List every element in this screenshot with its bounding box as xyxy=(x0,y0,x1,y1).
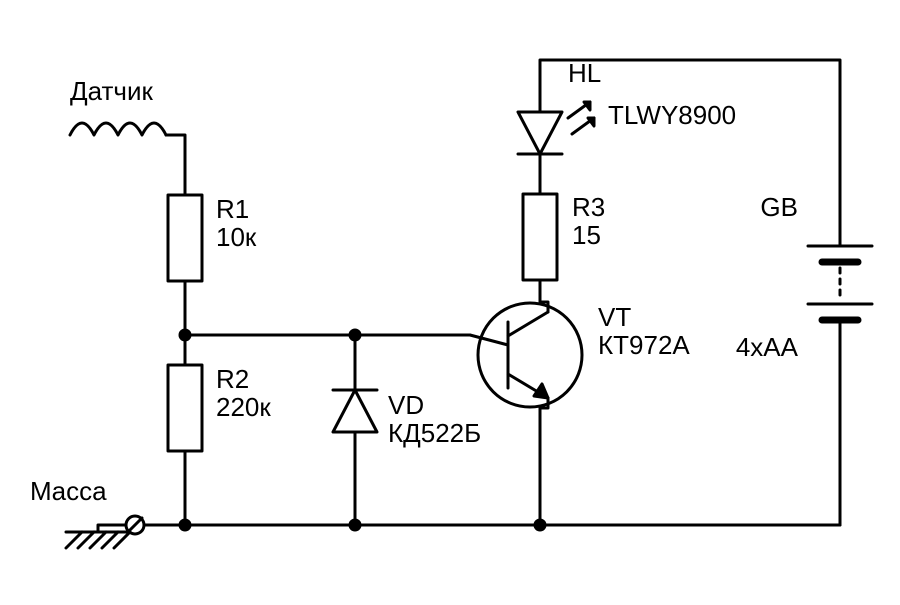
ground-hatch xyxy=(66,532,130,548)
sensor-coil xyxy=(70,123,166,135)
vd-triangle xyxy=(333,390,377,432)
wire-coil-to-r1 xyxy=(166,135,185,195)
label-gb-ref: GB xyxy=(760,192,798,222)
label-r2-val: 220к xyxy=(216,392,271,422)
component-r3 xyxy=(523,194,557,280)
label-gb-val: 4xAA xyxy=(736,332,799,362)
label-r1-ref: R1 xyxy=(216,194,249,224)
vt-envelope xyxy=(478,303,582,407)
label-vd-ref: VD xyxy=(388,390,424,420)
label-hl-ref: HL xyxy=(568,58,601,88)
label-r2-ref: R2 xyxy=(216,364,249,394)
label-sensor: Датчик xyxy=(70,76,153,106)
component-r1 xyxy=(168,195,202,281)
node-vt-e xyxy=(535,520,545,530)
label-r3-ref: R3 xyxy=(572,192,605,222)
component-r2 xyxy=(168,365,202,451)
hl-emission-arrows xyxy=(568,102,594,134)
label-r1-val: 10к xyxy=(216,222,257,252)
wire-vt-emitter-down xyxy=(540,398,548,525)
label-r3-val: 15 xyxy=(572,220,601,250)
label-vt-ref: VT xyxy=(598,302,631,332)
circuit-schematic: Датчик Macca R1 10к R2 220к R3 15 VD КД5… xyxy=(0,0,900,600)
label-hl-val: TLWY8900 xyxy=(608,100,736,130)
label-ground: Macca xyxy=(30,476,107,506)
node-r2-bot xyxy=(180,520,190,530)
label-vd-val: КД522Б xyxy=(388,418,481,448)
label-vt-val: КТ972А xyxy=(598,330,690,360)
node-vd-bot xyxy=(350,520,360,530)
hl-triangle xyxy=(518,112,562,154)
